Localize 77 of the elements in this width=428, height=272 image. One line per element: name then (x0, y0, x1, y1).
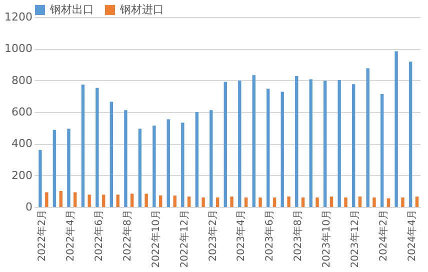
bar (187, 196, 191, 207)
bar (244, 198, 248, 207)
x-tick-label: 2023年4月 (235, 210, 248, 262)
bar (258, 198, 262, 207)
x-tick-label: 2022年10月 (150, 210, 162, 268)
bar (96, 88, 99, 207)
bar (415, 196, 419, 207)
bar (330, 196, 334, 207)
bar (195, 112, 199, 207)
bar (210, 110, 213, 207)
bar (287, 196, 290, 207)
bar (45, 192, 48, 207)
bar (266, 88, 270, 207)
bar (181, 122, 184, 207)
x-tick-label: 2022年2月 (36, 210, 48, 262)
y-tick-label: 200 (12, 168, 32, 182)
bar (295, 76, 298, 207)
bar (272, 198, 276, 207)
bar (110, 102, 114, 207)
bar (152, 126, 156, 207)
bar (224, 82, 227, 207)
x-tick-label: 2022年6月 (92, 210, 105, 262)
bar (230, 196, 234, 207)
bar (352, 84, 356, 207)
bar (202, 198, 205, 207)
bar (372, 198, 376, 207)
x-tick-label: 2023年8月 (292, 210, 304, 262)
legend-label: 钢材出口 (49, 3, 94, 16)
bar (366, 68, 370, 207)
bar (59, 191, 62, 207)
bar (138, 128, 142, 207)
bar (158, 195, 162, 207)
bar (216, 198, 220, 207)
bar (394, 51, 398, 207)
x-tick-label: 2023年2月 (206, 210, 219, 262)
bar (252, 75, 256, 207)
bar (324, 80, 327, 207)
bar (401, 198, 404, 207)
bar (166, 119, 170, 207)
bar (144, 194, 148, 207)
bar (130, 194, 134, 207)
bar (280, 92, 284, 207)
y-tick-label: 400 (12, 137, 32, 150)
y-tick-label: 800 (12, 74, 32, 87)
bar (124, 110, 128, 207)
bar (116, 194, 120, 207)
bar (74, 192, 77, 207)
bar (309, 79, 312, 207)
bar (52, 130, 56, 207)
bar (386, 198, 390, 207)
x-tick-label: 2022年4月 (64, 210, 76, 262)
x-tick-label: 2022年8月 (121, 210, 134, 262)
y-tick-label: 1200 (4, 10, 32, 24)
bar (238, 80, 242, 207)
y-tick-label: 600 (12, 106, 32, 118)
bar (316, 198, 319, 207)
x-tick-label: 2022年12月 (178, 210, 190, 268)
bar (67, 128, 70, 207)
y-tick-label: 0 (26, 200, 32, 214)
legend-label: 钢材进口 (119, 3, 164, 16)
bar (81, 84, 85, 207)
bar (358, 196, 362, 207)
bar (408, 62, 412, 207)
x-tick-label: 2023年10月 (320, 210, 333, 268)
y-tick-label: 1000 (4, 42, 32, 56)
bar (88, 194, 91, 207)
bar (173, 196, 176, 207)
x-tick-label: 2024年2月 (378, 210, 390, 262)
x-tick-label: 2024年4月 (406, 210, 418, 262)
x-tick-label: 2023年12月 (349, 210, 362, 268)
bar (344, 198, 348, 207)
bar (380, 94, 384, 207)
bar (301, 198, 305, 207)
bar (38, 150, 42, 207)
x-tick-label: 2023年6月 (264, 210, 276, 262)
bar (102, 194, 106, 207)
bar (338, 80, 341, 207)
